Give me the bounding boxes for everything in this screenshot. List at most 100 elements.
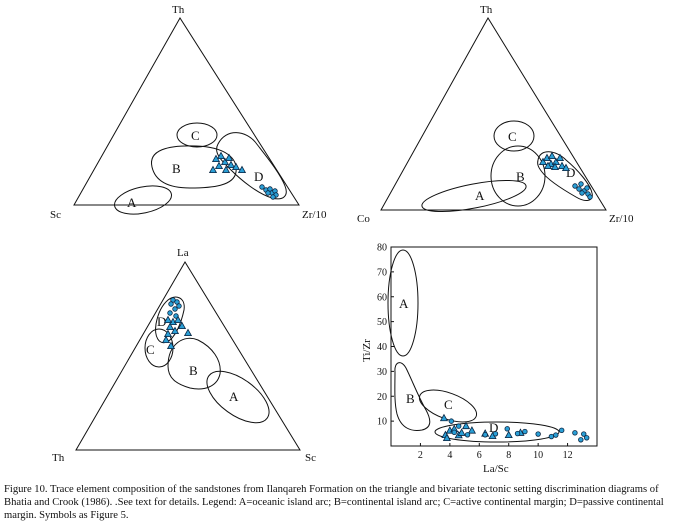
- apex-left-label: Th: [52, 452, 65, 464]
- circle-marker: [172, 306, 178, 312]
- ternary-la-th-sc: La Th Sc A B C D: [52, 247, 316, 464]
- triangle-marker: [208, 165, 218, 174]
- y-tick-label: 30: [377, 367, 387, 378]
- field-d-label: D: [566, 165, 575, 180]
- triangle-marker: [467, 426, 477, 434]
- circle-marker: [514, 430, 521, 437]
- y-axis-label: Ti/Zr: [361, 339, 373, 362]
- circle-marker: [451, 429, 457, 436]
- circle-marker: [581, 431, 587, 437]
- triangle-marker: [163, 329, 173, 338]
- field-b-outline: [394, 362, 431, 431]
- x-tick-label: 6: [477, 450, 482, 461]
- circle-marker: [558, 427, 565, 434]
- circle-marker: [504, 426, 510, 432]
- triangle-marker: [550, 162, 560, 171]
- circle-marker: [535, 431, 541, 437]
- y-tick-label: 50: [377, 317, 387, 328]
- sample-markers: [208, 151, 279, 200]
- circle-marker: [584, 185, 590, 191]
- triangle-marker: [170, 326, 180, 335]
- triangle-marker: [231, 162, 241, 171]
- field-c-outline: [176, 122, 218, 148]
- triangle-marker: [183, 328, 193, 337]
- ternary-frame: [75, 261, 301, 451]
- field-d-outline: [537, 151, 593, 201]
- field-a-outline: [387, 249, 419, 357]
- y-tick-label: 80: [377, 243, 387, 254]
- circle-marker: [522, 428, 528, 435]
- sample-markers: [538, 151, 593, 200]
- x-tick-label: 2: [418, 450, 423, 461]
- circle-marker: [259, 184, 265, 190]
- x-tick-label: 4: [447, 450, 452, 461]
- apex-right-label: Zr/10: [609, 213, 634, 225]
- triangle-marker: [557, 161, 567, 170]
- circle-marker: [584, 435, 590, 441]
- y-tick-label: 40: [377, 342, 387, 353]
- field-c-label: C: [146, 342, 155, 357]
- field-b-label: B: [189, 363, 198, 378]
- apex-top-label: La: [177, 247, 189, 259]
- field-a-label: A: [475, 188, 485, 203]
- triangle-marker: [211, 154, 221, 163]
- ternary-frame: [73, 17, 300, 206]
- triangle-marker: [224, 153, 234, 162]
- x-axis-label: La/Sc: [483, 463, 509, 475]
- triangle-marker: [555, 153, 565, 162]
- circle-marker: [572, 183, 578, 189]
- field-c-outline: [493, 120, 535, 152]
- data-markers: [439, 413, 590, 443]
- field-a-outline: [114, 185, 172, 215]
- y-tick-label: 20: [377, 392, 387, 403]
- circle-marker: [265, 190, 271, 196]
- triangle-marker: [547, 151, 557, 160]
- y-tick-label: 60: [377, 292, 387, 303]
- triangle-marker: [161, 335, 171, 344]
- field-a-label: A: [127, 195, 137, 210]
- triangle-marker: [442, 433, 451, 442]
- circle-marker: [553, 432, 559, 438]
- circle-marker: [167, 310, 173, 316]
- ternary-th-sc-zr: Th Sc Zr/10 A B C D: [50, 4, 327, 221]
- circle-marker: [579, 190, 585, 196]
- plot-frame: [390, 246, 598, 447]
- circle-marker: [548, 433, 555, 440]
- triangle-marker: [221, 165, 231, 174]
- sample-markers: [161, 297, 193, 350]
- triangle-marker: [168, 317, 178, 326]
- figure-caption: Figure 10. Trace element composition of …: [4, 484, 664, 521]
- triangle-marker: [216, 151, 226, 160]
- x-tick-label: 8: [506, 450, 511, 461]
- y-tick-label: 10: [377, 417, 387, 428]
- circle-marker: [168, 301, 174, 307]
- field-a-label: A: [229, 389, 239, 404]
- triangle-marker: [165, 322, 175, 331]
- field-a-label: A: [399, 296, 409, 311]
- field-b-label: B: [516, 169, 525, 184]
- triangle-marker: [457, 428, 466, 436]
- triangle-marker: [439, 413, 449, 422]
- field-b-outline: [167, 337, 221, 390]
- circle-marker: [578, 181, 584, 187]
- triangle-marker: [220, 157, 230, 166]
- triangle-marker: [561, 163, 571, 172]
- circle-marker: [270, 194, 276, 200]
- x-tick-label: 10: [533, 450, 543, 461]
- triangle-marker: [543, 161, 553, 170]
- apex-left-label: Co: [357, 213, 370, 225]
- field-c-label: C: [444, 397, 453, 412]
- field-d-label: D: [489, 420, 498, 435]
- circle-marker: [176, 303, 182, 309]
- field-b-outline: [151, 145, 237, 189]
- triangle-marker: [538, 157, 548, 166]
- ternary-th-co-zr: Th Co Zr/10 A B C D: [357, 4, 634, 225]
- field-d-outline: [434, 421, 560, 443]
- apex-left-label: Sc: [50, 209, 61, 221]
- triangle-marker: [173, 315, 183, 324]
- field-c-label: C: [191, 128, 200, 143]
- figure-10: Th Sc Zr/10 A B C D Th Co Zr/10 A B C D …: [50, 4, 634, 475]
- triangle-marker: [504, 430, 513, 439]
- circle-marker: [578, 437, 584, 443]
- circle-marker: [492, 431, 499, 437]
